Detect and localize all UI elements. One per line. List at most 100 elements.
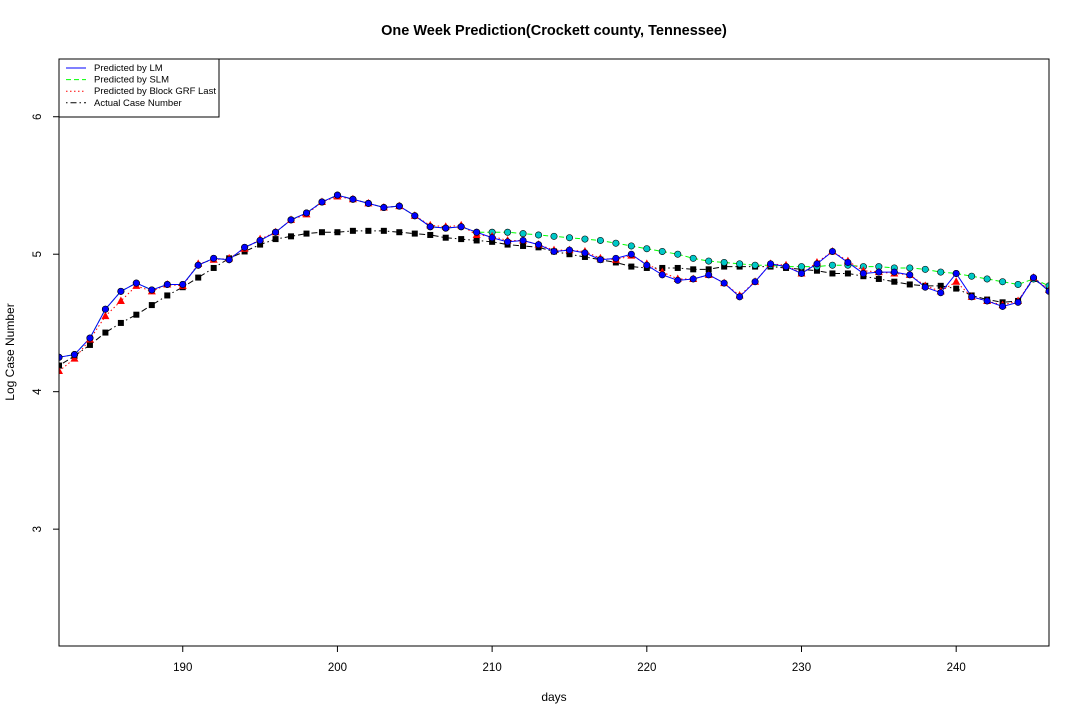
data-point-slm [999,278,1007,286]
data-point-slm [720,258,728,266]
data-point-actual [365,227,372,234]
data-point-lm [59,353,63,361]
data-point-actual [148,302,155,309]
data-point-lm [720,279,728,287]
x-tick-label: 200 [328,662,347,674]
data-point-lm [86,334,94,342]
legend-label: Predicted by Block GRF Last [94,86,216,97]
data-point-lm [782,263,790,271]
data-point-lm [302,209,310,217]
data-point-lm [890,268,898,276]
data-point-lm [70,351,78,359]
data-point-slm [736,260,744,268]
data-point-slm [612,239,620,247]
data-point-actual [133,311,140,318]
legend-label: Actual Case Number [94,98,182,109]
data-point-actual [272,236,279,243]
data-point-lm [488,234,496,242]
data-point-lm [333,191,341,199]
data-point-actual [628,263,635,270]
data-point-slm [968,272,976,280]
data-point-actual [953,285,960,292]
data-point-lm [674,276,682,284]
data-point-actual [844,270,851,277]
data-point-lm [163,280,171,288]
data-point-lm [581,249,589,257]
data-point-lm [937,289,945,297]
data-point-actual [906,281,913,288]
plot-frame [58,58,1050,647]
data-point-lm [952,269,960,277]
data-point-lm [627,250,635,258]
data-point-actual [458,236,465,243]
data-point-slm [1014,280,1022,288]
data-point-actual [334,229,341,236]
data-point-lm [318,198,326,206]
data-point-lm [596,256,604,264]
data-point-actual [875,275,882,282]
data-point-actual [318,229,325,236]
data-point-actual [937,282,944,289]
data-point-grf [952,277,961,285]
data-point-lm [643,261,651,269]
data-point-lm [411,212,419,220]
data-point-lm [767,260,775,268]
data-point-actual [210,264,217,271]
data-point-slm [921,265,929,273]
data-point-actual [705,266,712,273]
data-point-slm [751,261,759,269]
data-point-lm [349,195,357,203]
data-point-lm [287,216,295,224]
data-point-actual [829,270,836,277]
data-point-slm [504,228,512,236]
data-point-lm [194,261,202,269]
data-point-slm [983,275,991,283]
data-point-lm [797,269,805,277]
data-point-lm [442,224,450,232]
data-point-slm [519,230,527,238]
data-point-lm [132,279,140,287]
data-point-lm [658,271,666,279]
x-tick-label: 210 [483,662,502,674]
y-axis-label: Log Case Number [3,303,17,400]
data-point-lm [225,256,233,264]
data-point-lm [983,297,991,305]
data-point-actual [396,229,403,236]
data-point-lm [906,271,914,279]
data-point-slm [627,242,635,250]
x-tick-label: 230 [792,662,811,674]
x-tick-label: 220 [637,662,656,674]
data-point-actual [59,362,62,369]
data-point-lm [364,199,372,207]
data-point-slm [596,236,604,244]
data-point-slm [705,257,713,265]
data-point-grf [116,296,125,304]
data-point-actual [690,266,697,273]
data-point-slm [550,232,558,240]
x-tick-label: 190 [173,662,192,674]
data-point-actual [288,233,295,240]
x-tick-label: 240 [947,662,966,674]
data-point-actual [721,263,728,270]
data-point-lm [148,286,156,294]
data-point-slm [937,268,945,276]
data-point-slm [565,234,573,242]
data-point-lm [210,254,218,262]
data-point-actual [102,329,109,336]
data-point-actual [427,231,434,238]
data-point-actual [473,237,480,244]
legend-box [58,58,220,118]
legend-label: Predicted by LM [94,63,163,74]
data-point-slm [906,264,914,272]
data-point-lm [859,269,867,277]
data-point-lm [504,238,512,246]
data-point-slm [828,261,836,269]
data-point-lm [1014,298,1022,306]
x-axis-label: days [541,690,566,704]
data-point-lm [519,236,527,244]
data-point-slm [535,231,543,239]
data-point-lm [550,247,558,255]
